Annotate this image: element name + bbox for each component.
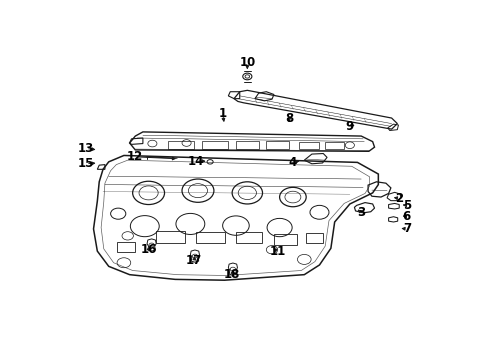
Text: 2: 2 (395, 192, 403, 205)
Text: 8: 8 (285, 112, 293, 125)
Text: 7: 7 (403, 222, 411, 235)
Text: 6: 6 (403, 210, 411, 223)
Text: 14: 14 (188, 154, 204, 167)
Text: 13: 13 (78, 142, 94, 155)
Text: 12: 12 (127, 150, 144, 163)
Text: 5: 5 (403, 199, 411, 212)
Text: 18: 18 (224, 268, 240, 281)
Text: 4: 4 (289, 156, 297, 169)
Text: 11: 11 (270, 244, 286, 258)
Text: 17: 17 (186, 254, 202, 267)
Text: 9: 9 (346, 120, 354, 133)
Text: 1: 1 (219, 107, 227, 120)
Text: 10: 10 (239, 56, 255, 69)
Text: 3: 3 (357, 206, 366, 219)
Text: 16: 16 (141, 243, 157, 256)
Text: 15: 15 (78, 157, 94, 170)
